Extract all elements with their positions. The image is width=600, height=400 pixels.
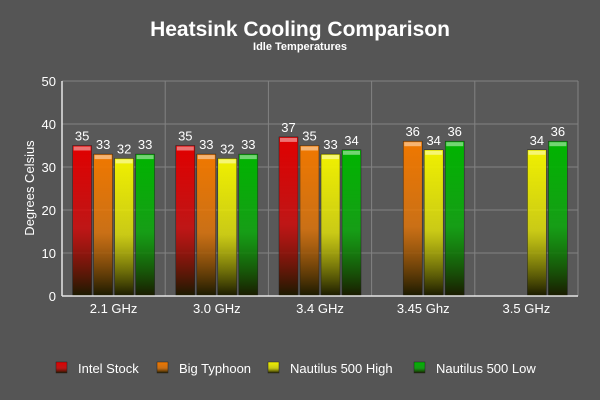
y-tick-label: 20: [42, 203, 56, 218]
bar-highlight: [528, 150, 546, 155]
legend-item-nautilus-500-low: Nautilus 500 Low: [413, 361, 536, 376]
bar-big-typhoon-3-0-ghz: [196, 153, 217, 297]
bar-nautilus-500-high-3-45-ghz: [423, 149, 444, 297]
legend-label: Big Typhoon: [179, 361, 251, 376]
y-tick-label: 50: [42, 74, 56, 89]
bar-nautilus-500-low-3-5-ghz: [548, 140, 568, 297]
bar-nautilus-500-high-3-0-ghz: [217, 158, 238, 297]
bar-nautilus-500-low-3-4-ghz: [341, 149, 362, 297]
bar-highlight: [280, 137, 297, 142]
bar-highlight: [404, 142, 422, 147]
legend-label: Intel Stock: [78, 361, 139, 376]
bar-highlight: [94, 155, 112, 160]
bar-highlight: [136, 155, 154, 160]
x-tick-label: 3.5 GHz: [503, 301, 551, 316]
bar-highlight: [446, 142, 464, 147]
x-tick-label: 3.4 GHz: [296, 301, 344, 316]
legend-swatch: [267, 361, 280, 374]
data-label: 35: [302, 129, 316, 144]
bar-intel-stock-3-4-ghz: [278, 136, 299, 297]
bar-nautilus-500-low-2-1-ghz: [135, 153, 155, 297]
data-label: 33: [199, 137, 213, 152]
bar-highlight: [176, 146, 194, 151]
axis-layer: 0 10 20 30 40 50 2.1 GHz 3.0 GHz 3.4 GHz 3.45 Ghz…: [42, 74, 578, 316]
y-tick-label: 40: [42, 117, 56, 132]
y-tick-label: 10: [42, 246, 56, 261]
x-tick-label: 3.45 Ghz: [397, 301, 450, 316]
bar-highlight: [425, 150, 443, 155]
bar-nautilus-500-high-2-1-ghz: [114, 158, 134, 297]
bar-nautilus-500-low-3-45-ghz: [444, 140, 465, 297]
legend-label: Nautilus 500 Low: [436, 361, 536, 376]
legend-swatch: [413, 361, 426, 374]
y-axis-title: Degrees Celsius: [22, 140, 37, 236]
data-label: 33: [323, 137, 337, 152]
bar-highlight: [322, 155, 339, 160]
bar-intel-stock-3-0-ghz: [175, 145, 196, 297]
x-tick-label: 2.1 GHz: [90, 301, 138, 316]
bar-highlight: [197, 155, 215, 160]
chart-subtitle: Idle Temperatures: [253, 41, 347, 53]
chart-title: Heatsink Cooling Comparison: [150, 18, 450, 41]
bar-big-typhoon-3-45-ghz: [402, 140, 423, 297]
legend-swatch: [55, 361, 68, 374]
data-label: 34: [344, 133, 358, 148]
legend-item-nautilus-500-high: Nautilus 500 High: [267, 361, 393, 376]
data-label: 33: [241, 137, 255, 152]
y-tick-label: 0: [49, 289, 56, 304]
bar-nautilus-500-high-3-4-ghz: [320, 153, 341, 297]
legend-item-intel-stock: Intel Stock: [55, 361, 139, 376]
data-label: 32: [117, 141, 131, 156]
data-label: 33: [138, 137, 152, 152]
bar-highlight: [549, 142, 567, 147]
bar-highlight: [73, 146, 91, 151]
bar-nautilus-500-high-3-5-ghz: [527, 149, 547, 297]
data-label: 35: [75, 129, 89, 144]
bar-highlight: [218, 159, 236, 164]
legend: Intel Stock Big Typhoon Nautilus 500 High N…: [55, 361, 536, 376]
labels-layer: 35 33 32 33 35 33 32 33 37 35 33 34 36 34 36 34 36: [75, 120, 565, 157]
bars-layer: [72, 136, 568, 297]
data-label: 36: [405, 124, 419, 139]
bar-highlight: [239, 155, 257, 160]
data-label: 35: [178, 129, 192, 144]
bar-big-typhoon-2-1-ghz: [93, 153, 113, 297]
data-label: 36: [447, 124, 461, 139]
bar-highlight: [115, 159, 133, 164]
data-label: 34: [530, 133, 544, 148]
bar-highlight: [301, 146, 318, 151]
legend-swatch: [156, 361, 169, 374]
y-tick-label: 30: [42, 160, 56, 175]
bar-intel-stock-2-1-ghz: [72, 145, 92, 297]
legend-label: Nautilus 500 High: [290, 361, 393, 376]
bar-highlight: [343, 150, 360, 155]
data-label: 33: [96, 137, 110, 152]
data-label: 34: [426, 133, 440, 148]
bar-big-typhoon-3-4-ghz: [299, 145, 320, 297]
legend-item-big-typhoon: Big Typhoon: [156, 361, 251, 376]
bar-nautilus-500-low-3-0-ghz: [238, 153, 259, 297]
data-label: 36: [551, 124, 565, 139]
data-label: 32: [220, 141, 234, 156]
x-tick-label: 3.0 GHz: [193, 301, 241, 316]
data-label: 37: [281, 120, 295, 135]
